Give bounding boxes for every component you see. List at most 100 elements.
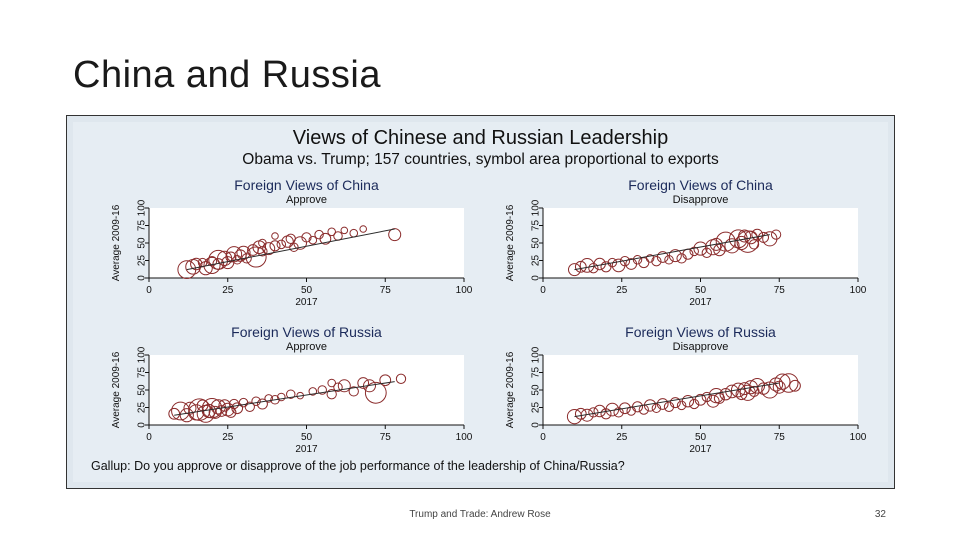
y-tick-label: 75 — [531, 367, 542, 379]
data-point — [225, 251, 237, 263]
data-point — [632, 255, 643, 265]
x-tick-label: 50 — [301, 432, 313, 443]
y-tick-label: 50 — [531, 237, 542, 249]
data-point — [206, 256, 218, 267]
data-point — [656, 251, 669, 263]
plot-area — [149, 355, 464, 425]
data-point — [379, 374, 392, 387]
data-point — [262, 242, 276, 256]
x-tick-label: 50 — [695, 285, 707, 296]
data-point — [270, 395, 280, 405]
panel-title: Foreign Views of Russia — [231, 324, 382, 340]
y-tick-label: 25 — [531, 255, 542, 267]
x-tick-label: 50 — [695, 432, 707, 443]
data-point — [593, 404, 606, 418]
y-tick-label: 0 — [137, 422, 148, 428]
data-point — [701, 247, 712, 258]
data-point — [264, 394, 273, 403]
y-tick-label: 25 — [137, 255, 148, 267]
data-point — [619, 402, 631, 415]
data-point — [744, 230, 758, 245]
figure-subtitle: Obama vs. Trump; 157 countries, symbol a… — [242, 151, 719, 168]
data-point — [676, 400, 687, 411]
y-tick-label: 100 — [137, 199, 148, 216]
page-number: 32 — [874, 509, 886, 520]
x-tick-label: 75 — [774, 432, 786, 443]
data-point — [277, 392, 286, 402]
x-tick-label: 25 — [222, 432, 234, 443]
x-tick-label: 50 — [301, 285, 313, 296]
data-point — [364, 381, 387, 404]
y-tick-label: 0 — [531, 275, 542, 281]
y-axis-label: Average 2009-16 — [505, 351, 516, 428]
data-point — [228, 398, 240, 410]
x-axis-label: 2017 — [295, 297, 318, 308]
data-point — [314, 229, 324, 240]
x-tick-label: 25 — [222, 285, 234, 296]
data-point — [574, 260, 587, 273]
y-tick-label: 75 — [531, 220, 542, 232]
y-tick-label: 100 — [531, 199, 542, 216]
figure-title: Views of Chinese and Russian Leadership — [292, 127, 669, 149]
data-point — [681, 395, 695, 408]
data-point — [179, 408, 194, 423]
y-tick-label: 75 — [137, 220, 148, 232]
data-point — [258, 238, 267, 248]
x-tick-label: 25 — [616, 285, 628, 296]
y-tick-label: 50 — [137, 237, 148, 249]
plot-area — [543, 208, 858, 278]
x-tick-label: 25 — [616, 432, 628, 443]
data-point — [663, 401, 675, 412]
data-point — [770, 229, 782, 240]
data-point — [645, 254, 655, 263]
x-tick-label: 75 — [774, 285, 786, 296]
y-tick-label: 100 — [531, 346, 542, 363]
data-point — [395, 373, 407, 384]
x-tick-label: 100 — [850, 432, 867, 443]
y-tick-label: 0 — [531, 422, 542, 428]
y-axis-label: Average 2009-16 — [505, 204, 516, 281]
y-tick-label: 50 — [531, 384, 542, 396]
x-tick-label: 0 — [146, 285, 152, 296]
data-point — [245, 246, 267, 268]
x-tick-label: 100 — [456, 285, 473, 296]
data-point — [326, 389, 337, 400]
panel-title: Foreign Views of China — [234, 177, 379, 193]
data-point — [751, 228, 764, 241]
data-point — [613, 407, 624, 418]
data-point — [327, 227, 336, 237]
data-point — [651, 403, 662, 413]
data-point — [676, 253, 687, 264]
data-point — [208, 405, 222, 419]
data-point — [719, 388, 732, 401]
data-point — [276, 239, 287, 250]
data-point — [713, 243, 726, 257]
y-tick-label: 50 — [137, 384, 148, 396]
data-point — [203, 256, 221, 274]
data-point — [588, 263, 599, 274]
data-point — [359, 225, 367, 233]
data-point — [694, 393, 707, 406]
data-point — [574, 407, 587, 420]
data-point — [293, 236, 307, 250]
data-point — [789, 379, 801, 392]
data-point — [388, 228, 402, 242]
fit-line — [174, 381, 395, 416]
y-axis-label: Average 2009-16 — [111, 204, 122, 281]
data-point — [363, 379, 376, 393]
data-point — [256, 398, 268, 410]
x-tick-label: 0 — [540, 432, 546, 443]
data-point — [208, 249, 229, 270]
data-point — [168, 407, 181, 420]
data-point — [236, 245, 251, 260]
panel-subtitle: Approve — [286, 341, 327, 353]
data-point — [269, 240, 281, 252]
data-point — [317, 385, 327, 395]
x-tick-label: 0 — [146, 432, 152, 443]
panel-title: Foreign Views of Russia — [625, 324, 776, 340]
data-point — [706, 394, 720, 408]
